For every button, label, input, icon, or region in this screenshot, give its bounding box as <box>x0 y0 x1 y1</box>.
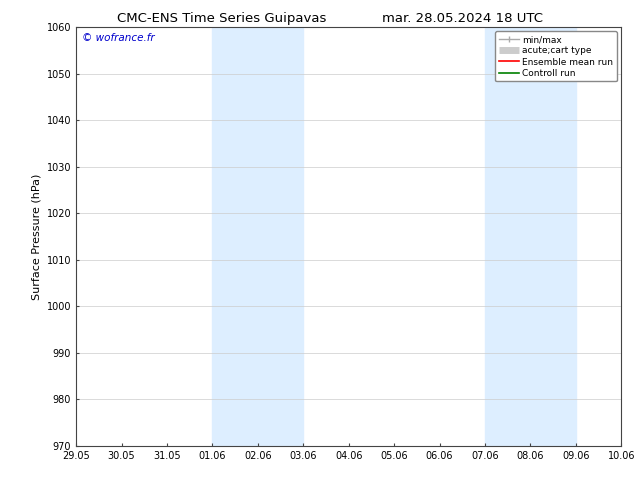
Legend: min/max, acute;cart type, Ensemble mean run, Controll run: min/max, acute;cart type, Ensemble mean … <box>495 31 617 81</box>
Text: © wofrance.fr: © wofrance.fr <box>82 33 154 43</box>
Text: mar. 28.05.2024 18 UTC: mar. 28.05.2024 18 UTC <box>382 12 543 25</box>
Bar <box>212 27 303 446</box>
Text: CMC-ENS Time Series Guipavas: CMC-ENS Time Series Guipavas <box>117 12 327 25</box>
Bar <box>485 27 576 446</box>
Y-axis label: Surface Pressure (hPa): Surface Pressure (hPa) <box>31 173 41 299</box>
